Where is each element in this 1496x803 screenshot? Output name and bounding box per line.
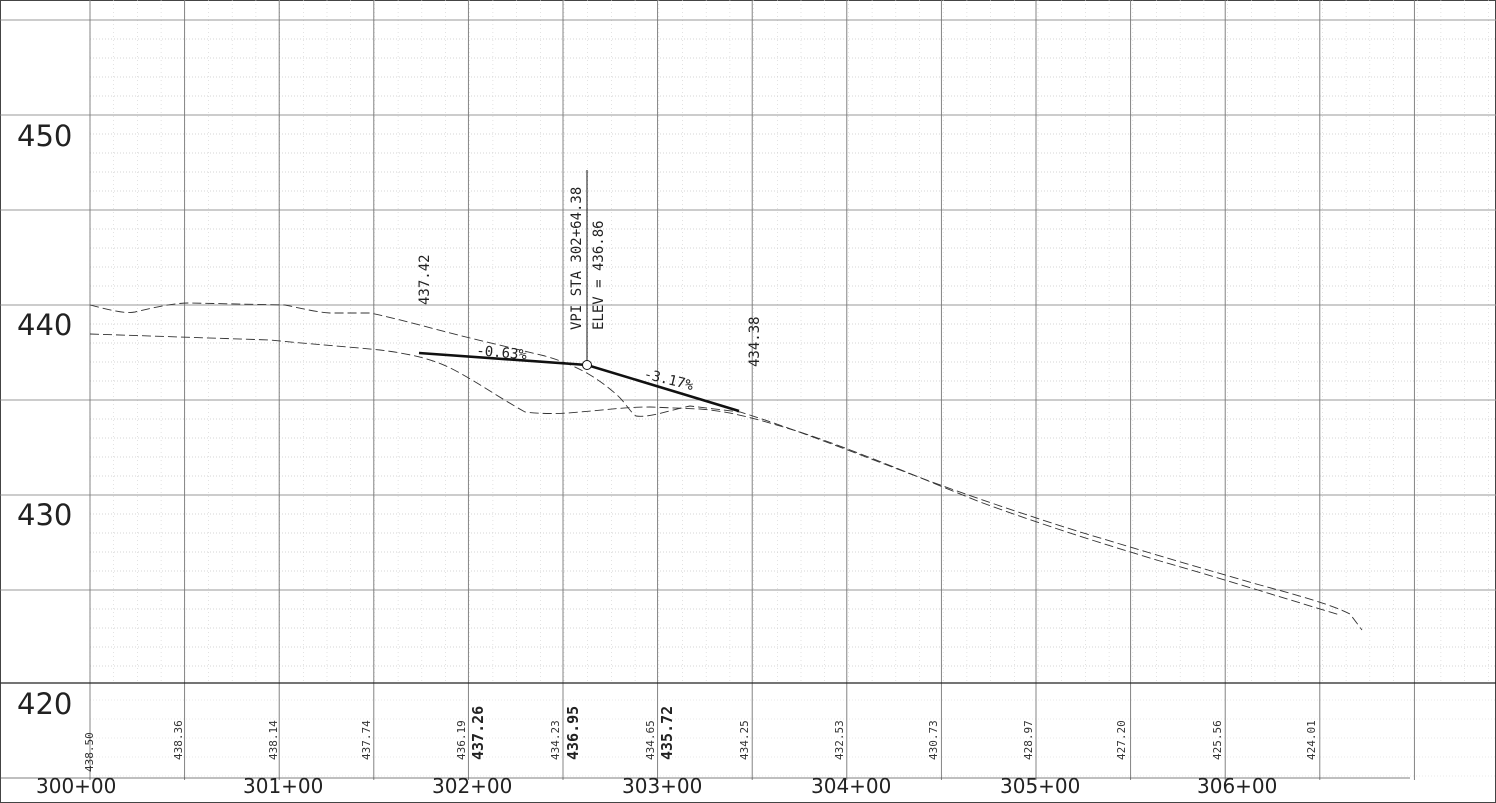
station-axis: 300+00 301+00 302+00 303+00 304+00 305+0… (36, 774, 1277, 798)
existing-elev-10: 428.97 (1022, 720, 1035, 760)
grade-break-left-elev: 437.42 (417, 254, 433, 305)
elevation-label-430: 430 (17, 498, 72, 532)
existing-elev-13: 424.01 (1305, 720, 1318, 760)
vpi-station-text: VPI STA 302+64.38 (569, 187, 585, 330)
proposed-elev-0: 437.26 (469, 706, 487, 760)
station-label-304: 304+00 (811, 774, 891, 798)
existing-elev-3: 437.74 (360, 720, 373, 760)
station-label-302: 302+00 (432, 774, 512, 798)
existing-elev-7: 434.25 (738, 720, 751, 760)
elevation-label-450: 450 (17, 119, 72, 153)
existing-elev-2: 438.14 (267, 720, 280, 760)
profile-lines (89, 302, 1363, 631)
existing-elev-9: 430.73 (927, 720, 940, 760)
grade-break-right-elev: 434.38 (747, 316, 763, 367)
vpi-point-marker (582, 360, 592, 370)
existing-ground-line-upper (89, 302, 1363, 631)
station-label-301: 301+00 (243, 774, 323, 798)
existing-elev-4: 436.19 (455, 720, 468, 760)
existing-elev-0: 438.50 (83, 732, 96, 772)
existing-elev-8: 432.53 (833, 720, 846, 760)
existing-elev-11: 427.20 (1115, 720, 1128, 760)
existing-elev-12: 425.56 (1211, 720, 1224, 760)
vpi-annotation: VPI STA 302+64.38 ELEV = 436.86 (569, 170, 607, 370)
station-label-300: 300+00 (36, 774, 116, 798)
existing-elev-1: 438.36 (172, 720, 185, 760)
proposed-elev-2: 435.72 (658, 706, 676, 760)
existing-elevation-row: 438.50 438.36 438.14 437.74 436.19 434.2… (83, 720, 1318, 772)
existing-elev-5: 434.23 (549, 720, 562, 760)
proposed-elevation-row: 437.26 436.95 435.72 (469, 706, 676, 760)
station-label-303: 303+00 (622, 774, 702, 798)
elevation-label-420: 420 (17, 687, 72, 721)
elevation-axis: 450 440 430 420 (17, 119, 72, 721)
existing-ground-line-lower (89, 333, 1341, 616)
proposed-elev-1: 436.95 (564, 706, 582, 760)
station-label-305: 305+00 (1000, 774, 1080, 798)
vpi-elevation-text: ELEV = 436.86 (591, 220, 607, 330)
station-label-306: 306+00 (1197, 774, 1277, 798)
grade-in-label: -0.63% (476, 343, 528, 363)
existing-elev-6: 434.65 (644, 720, 657, 760)
elevation-label-440: 440 (17, 308, 72, 342)
